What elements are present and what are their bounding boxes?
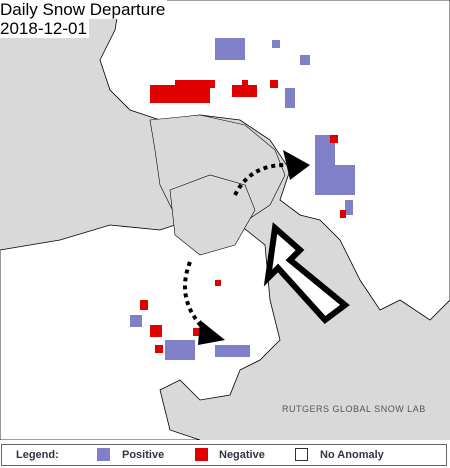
positive-anomalies — [130, 38, 355, 360]
map — [0, 0, 450, 440]
legend-item: Positive — [122, 449, 165, 461]
date: 2018-12-01 — [0, 19, 89, 38]
legend: Legend: Positive Negative No Anomaly — [1, 444, 447, 466]
credit: RUTGERS GLOBAL SNOW LAB — [282, 404, 426, 414]
negative-anomalies — [140, 80, 346, 353]
swatch-negative — [195, 448, 208, 461]
title: Daily Snow Departure — [0, 0, 168, 19]
swatch-positive — [97, 448, 110, 461]
hollow-arrow — [263, 222, 350, 325]
legend-item: Negative — [219, 449, 265, 461]
greenland — [169, 174, 256, 256]
legend-item: No Anomaly — [320, 449, 384, 461]
legend-title: Legend: — [16, 449, 59, 461]
north-america — [0, 219, 281, 440]
swatch-none — [295, 448, 308, 461]
dotted-arrows — [183, 150, 310, 345]
